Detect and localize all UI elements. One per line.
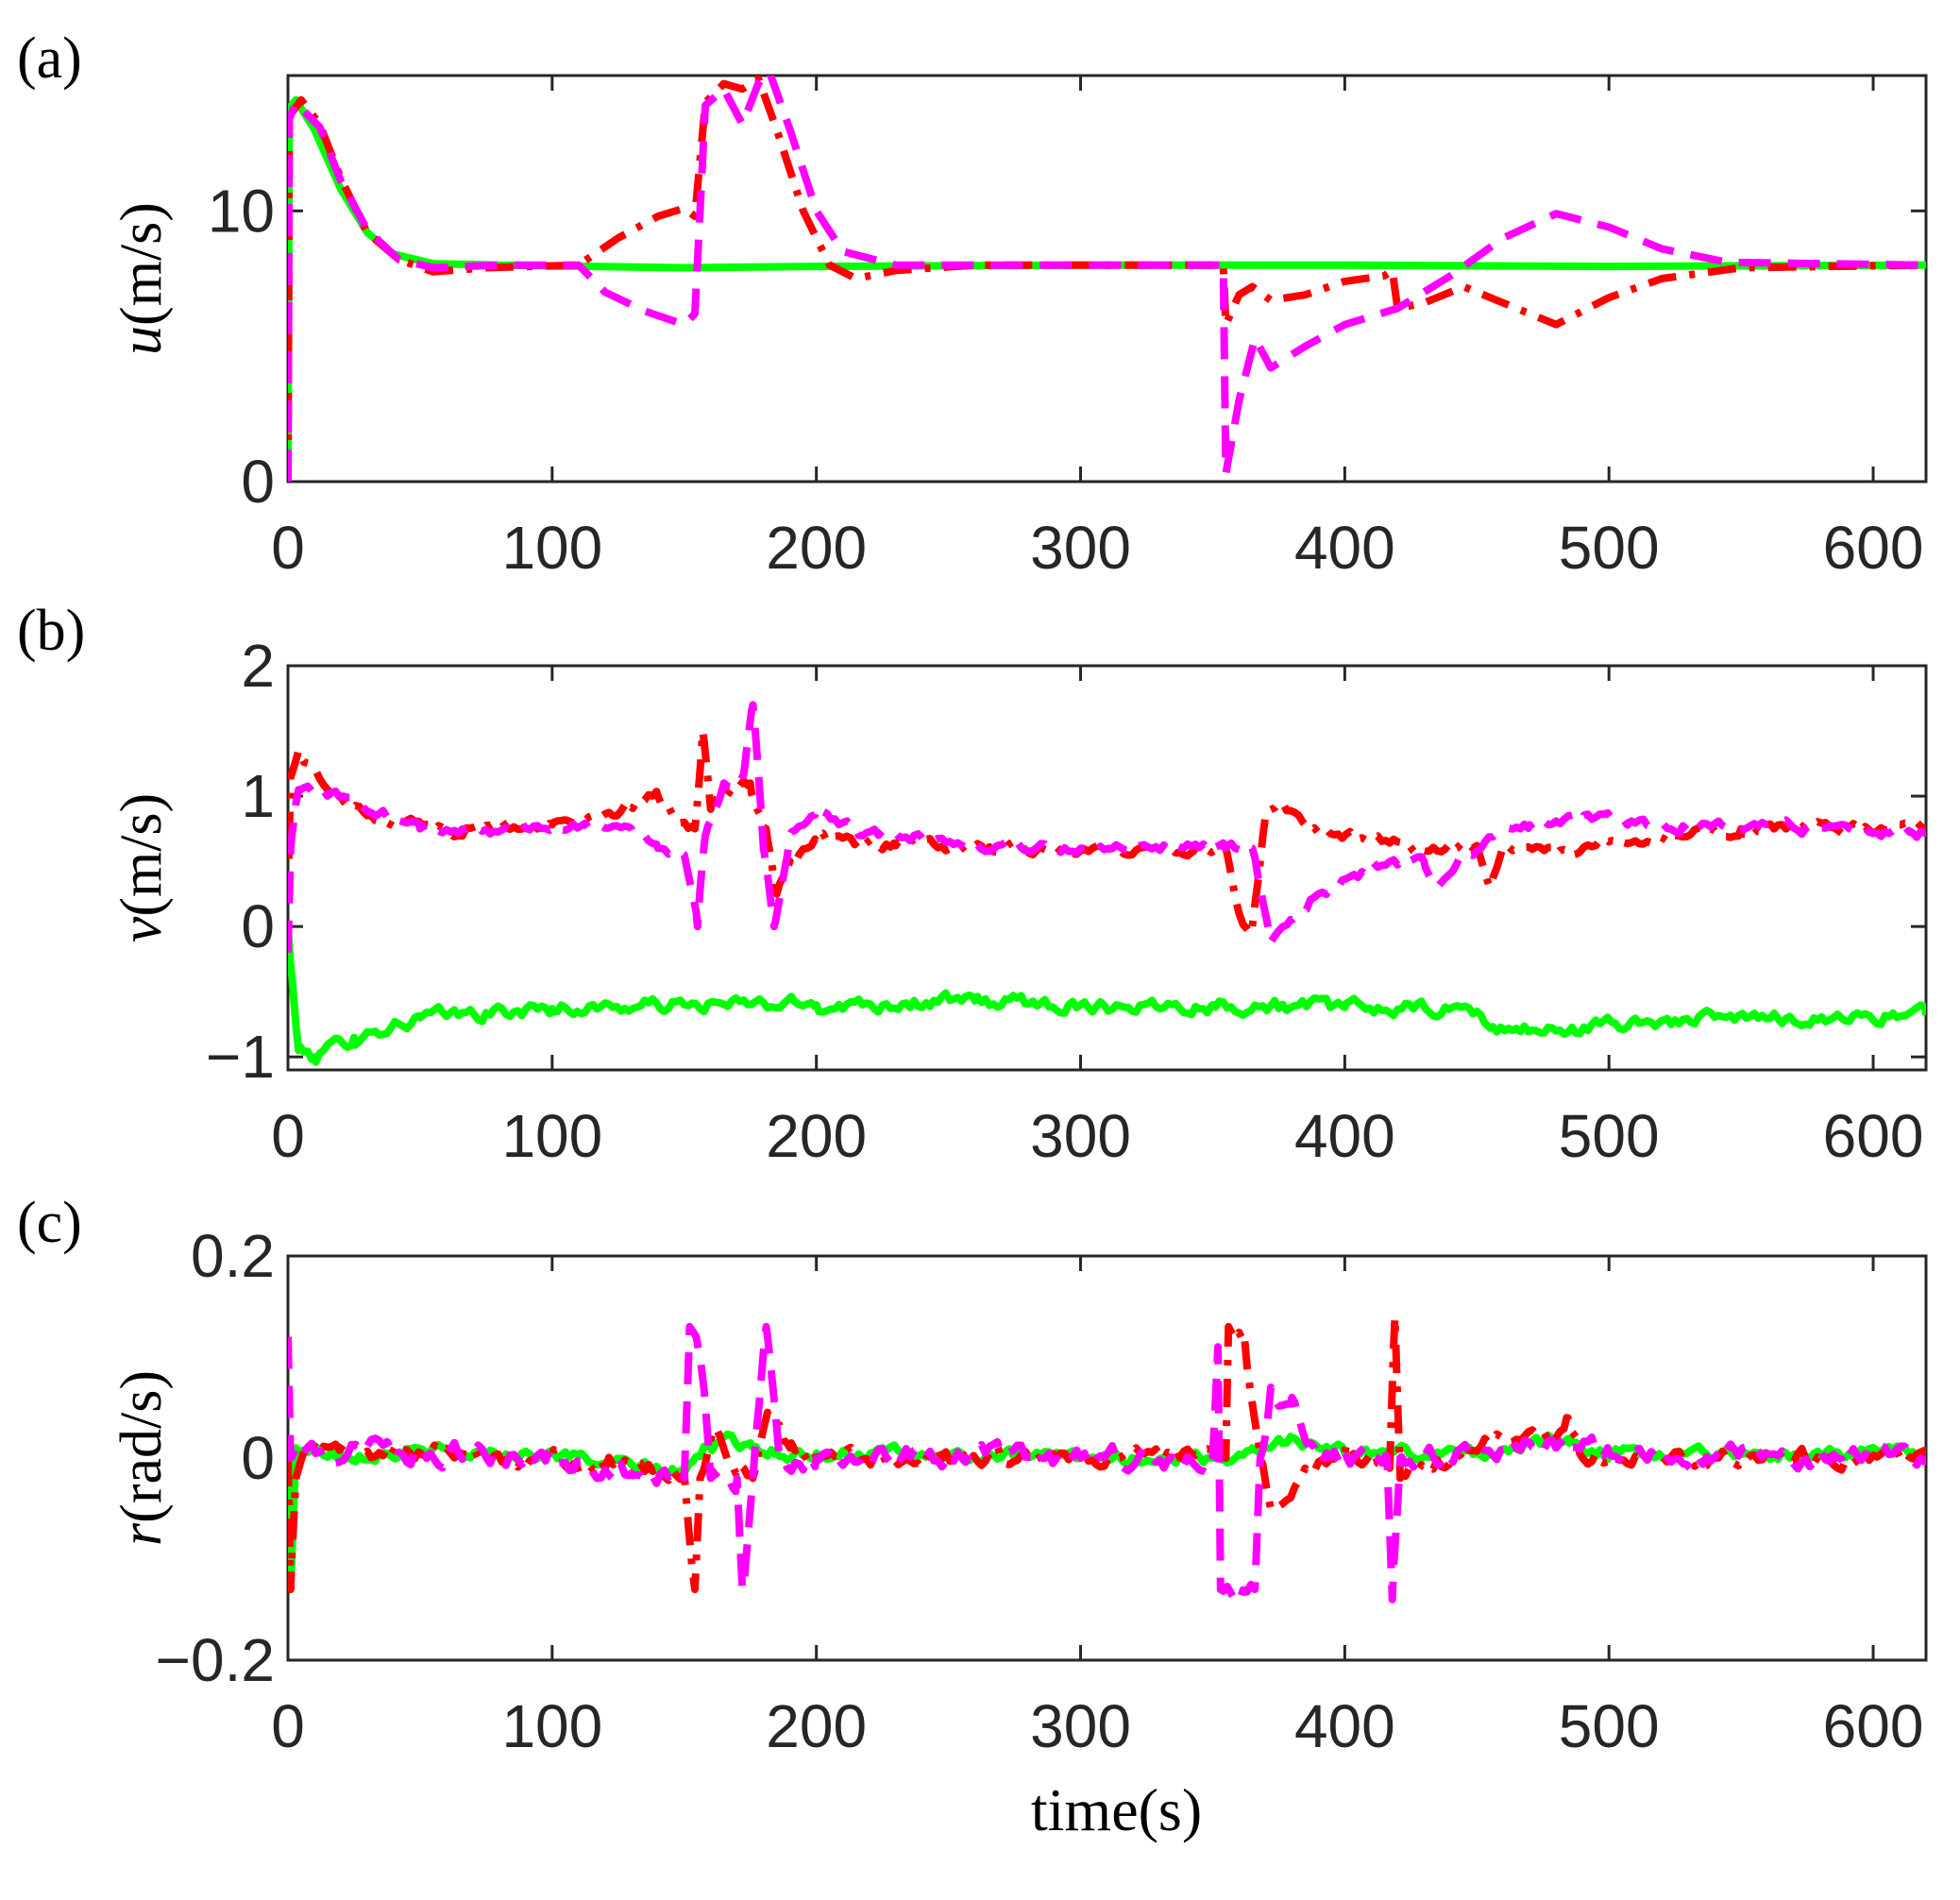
y-tick-label: 10: [208, 177, 275, 245]
x-axis-label: time(s): [1031, 1776, 1202, 1843]
panel-label: (c): [17, 1191, 82, 1255]
x-tick-label: 300: [1030, 1102, 1131, 1170]
x-tick-label: 500: [1559, 1102, 1660, 1170]
x-tick-label: 500: [1559, 1692, 1660, 1760]
y-axis-variable: r: [110, 1522, 174, 1546]
y-axis-unit: (m/s): [110, 793, 174, 917]
series-line-magenta: [288, 76, 1926, 482]
panel-label: (a): [17, 26, 82, 91]
panel-c: 0 100 200 300 400 500 600−0.200.2(c)r(rad/s)ti…: [17, 1191, 1928, 1843]
panel-a: 0 100 200 300 400 500 600 0 10 (a) u(m/s): [17, 26, 1928, 582]
x-tick-label: 400: [1294, 1102, 1395, 1170]
x-tick-label: 0: [271, 514, 305, 582]
x-tick-label: 400: [1294, 1692, 1395, 1760]
y-axis-variable: u: [110, 326, 174, 355]
series-line-red: [288, 76, 1926, 482]
y-axis-label: v(m/s): [110, 793, 174, 942]
x-tick-label: 300: [1030, 1692, 1131, 1760]
y-tick-label: −1: [206, 1023, 275, 1091]
panel-b: 0 100 200 300 400 500 600 −1 0 1 2 (b) v(m/s): [17, 599, 1928, 1170]
series-line-green: [288, 925, 1926, 1066]
x-tick-label: 600: [1823, 1692, 1924, 1760]
panel-label: (b): [17, 599, 85, 663]
x-tick-label: 100: [501, 1692, 602, 1760]
series-line-red: [288, 727, 1926, 939]
y-tick-label: 0.2: [191, 1222, 275, 1290]
x-tick-label: 500: [1559, 514, 1660, 582]
y-tick-label: −0.2: [156, 1626, 275, 1694]
y-tick-label: 0: [241, 448, 275, 516]
y-axis-unit: (m/s): [110, 202, 174, 326]
axes-box: [286, 664, 1928, 1072]
y-axis-unit: (rad/s): [110, 1370, 174, 1523]
y-axis-variable: v: [110, 916, 174, 942]
x-tick-label: 0: [271, 1102, 305, 1170]
x-tick-label: 200: [766, 1692, 867, 1760]
x-tick-label: 100: [501, 1102, 602, 1170]
series-line-magenta: [288, 1322, 1926, 1606]
y-tick-label: 2: [241, 632, 275, 700]
x-tick-label: 100: [501, 514, 602, 582]
series-line-green: [288, 95, 1926, 482]
y-tick-label: 1: [241, 762, 275, 830]
x-tick-label: 600: [1823, 514, 1924, 582]
y-axis-label: u(m/s): [110, 202, 174, 355]
x-tick-label: 600: [1823, 1102, 1924, 1170]
y-tick-label: 0: [241, 892, 275, 960]
x-tick-label: 0: [271, 1692, 305, 1760]
x-tick-label: 200: [766, 1102, 867, 1170]
x-tick-label: 200: [766, 514, 867, 582]
y-axis-label: r(rad/s): [110, 1370, 174, 1546]
x-tick-label: 400: [1294, 514, 1395, 582]
axes-box: [286, 74, 1928, 483]
series-line-magenta: [288, 701, 1926, 953]
x-tick-label: 300: [1030, 514, 1131, 582]
y-tick-label: 0: [241, 1424, 275, 1492]
